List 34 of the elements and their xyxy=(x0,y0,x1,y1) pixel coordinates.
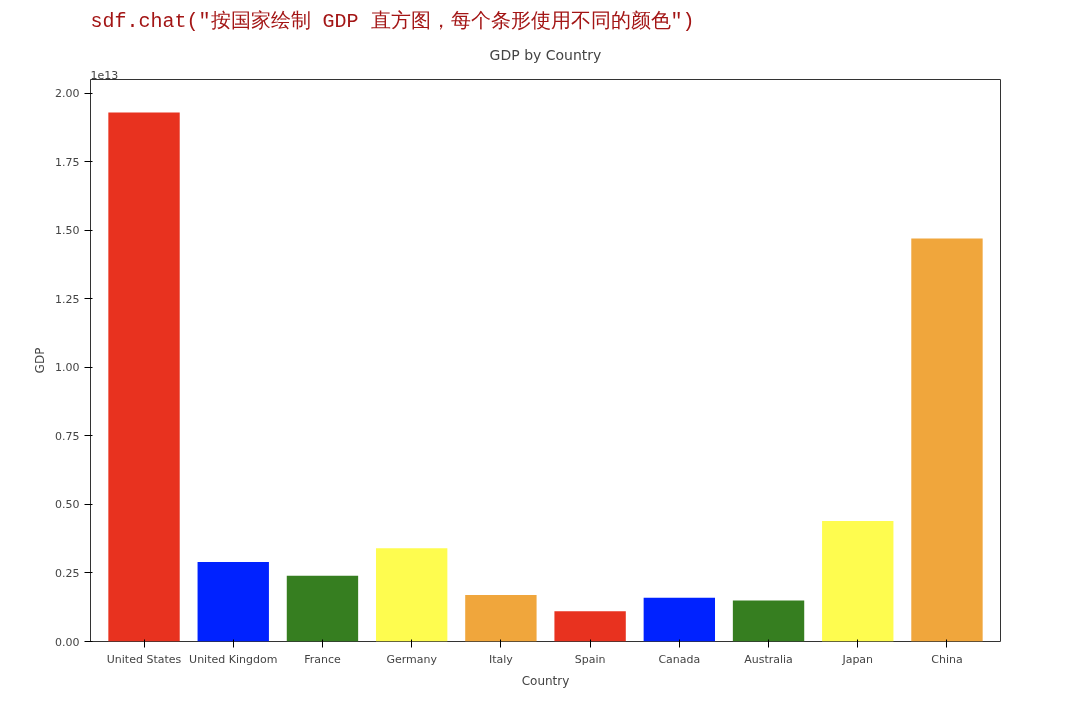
bar xyxy=(465,594,537,642)
bar xyxy=(911,238,983,642)
y-tick-label: 1.00 xyxy=(55,361,80,375)
bar xyxy=(108,112,180,642)
annotation: 1e13 xyxy=(90,68,119,82)
y-tick-label: 0.00 xyxy=(55,635,80,649)
y-tick-label: 1.50 xyxy=(55,224,80,238)
x-tick-label: Canada xyxy=(658,652,701,666)
x-tick-label: United States xyxy=(106,652,182,666)
x-tick-label: China xyxy=(931,652,963,666)
x-tick-label: Italy xyxy=(488,652,514,666)
x-tick-label: Spain xyxy=(574,652,606,666)
x-tick-label: United Kingdom xyxy=(189,652,278,666)
chart-title: GDP by Country xyxy=(489,46,602,63)
bar xyxy=(197,562,269,642)
bar xyxy=(286,575,359,642)
bar xyxy=(375,548,448,642)
x-tick-label: France xyxy=(304,652,341,666)
y-tick-label: 1.25 xyxy=(55,292,80,306)
bar xyxy=(822,520,894,642)
y-axis-title: GDP xyxy=(33,347,48,374)
y-tick-label: 1.75 xyxy=(55,155,80,169)
y-tick-label: 0.75 xyxy=(55,429,80,443)
bar xyxy=(554,611,626,642)
x-axis-title: Country xyxy=(521,673,570,688)
x-tick-label: Germany xyxy=(386,652,438,666)
x-tick-label: Japan xyxy=(841,652,874,666)
x-tick-label: Australia xyxy=(744,652,793,666)
bar xyxy=(643,597,716,642)
y-tick-label: 0.25 xyxy=(55,566,80,580)
y-tick-label: 0.50 xyxy=(55,498,80,512)
text: sdf.chat("按国家绘制 GDP 直方图，每个条形使用不同的颜色") xyxy=(90,8,695,33)
y-tick-label: 2.00 xyxy=(55,87,80,101)
bar xyxy=(732,600,805,642)
